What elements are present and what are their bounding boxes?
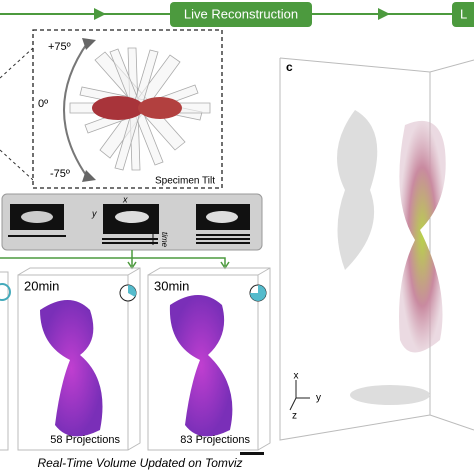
volume-time: 20min xyxy=(24,278,59,293)
decoration xyxy=(196,238,250,240)
decoration xyxy=(170,2,312,27)
decoration xyxy=(0,283,11,301)
decoration xyxy=(169,295,233,437)
volume-time: 30min xyxy=(154,278,189,293)
decoration xyxy=(82,170,96,182)
decoration xyxy=(196,242,250,244)
decoration xyxy=(378,8,390,20)
decoration xyxy=(138,97,182,119)
decoration xyxy=(0,47,34,79)
axis-z: z xyxy=(292,411,297,422)
proj-y: y xyxy=(91,208,97,218)
decoration xyxy=(350,385,430,405)
proj-time: time xyxy=(160,232,169,248)
volumes xyxy=(0,267,271,451)
banner: Live Reconstruction L xyxy=(0,2,474,27)
decoration xyxy=(250,285,266,301)
proj-x: x xyxy=(122,194,128,204)
volume-projections: 83 Projections xyxy=(180,434,250,446)
tilt-plus: +75º xyxy=(48,41,71,53)
panel-label: c xyxy=(286,60,293,74)
decoration xyxy=(115,211,149,223)
decoration xyxy=(337,110,378,270)
step-label: Live Reconstruction xyxy=(184,6,298,21)
decoration xyxy=(289,380,310,411)
decoration xyxy=(452,2,474,27)
decoration xyxy=(147,274,259,451)
axis-x: x xyxy=(294,371,299,382)
decoration xyxy=(240,452,264,455)
projections-panel: x y time xyxy=(0,193,263,270)
volume-projections: 58 Projections xyxy=(50,434,120,446)
decoration xyxy=(132,257,230,270)
decoration xyxy=(17,274,129,451)
decoration xyxy=(0,257,137,270)
decoration xyxy=(128,284,137,297)
decoration xyxy=(40,300,103,437)
decoration xyxy=(102,238,158,240)
decoration xyxy=(92,96,144,120)
axis-y: y xyxy=(316,393,321,404)
tilt-minus: -75º xyxy=(50,168,70,180)
caption: Real-Time Volume Updated on Tomviz xyxy=(37,456,242,470)
tilt-caption: Specimen Tilt xyxy=(155,176,215,187)
volume-shapes: 20min 30min 58 Projections 83 Projection… xyxy=(24,278,267,455)
decoration xyxy=(21,211,53,223)
decoration xyxy=(82,38,96,50)
panel-c: c x y z xyxy=(279,57,474,441)
decoration xyxy=(279,57,474,441)
decoration xyxy=(0,149,34,181)
decoration xyxy=(17,267,141,451)
decoration xyxy=(8,235,66,237)
decoration xyxy=(206,211,238,223)
decoration xyxy=(0,271,9,451)
tilt-zero: 0º xyxy=(38,98,48,110)
decoration xyxy=(63,41,89,179)
decoration xyxy=(94,8,106,20)
decoration xyxy=(399,120,446,353)
next-step-label: L xyxy=(460,6,467,21)
tilt-panel: +75º 0º -75º Specimen Tilt xyxy=(0,29,223,189)
decoration xyxy=(147,267,271,451)
decoration xyxy=(196,234,250,236)
decoration xyxy=(102,242,158,244)
